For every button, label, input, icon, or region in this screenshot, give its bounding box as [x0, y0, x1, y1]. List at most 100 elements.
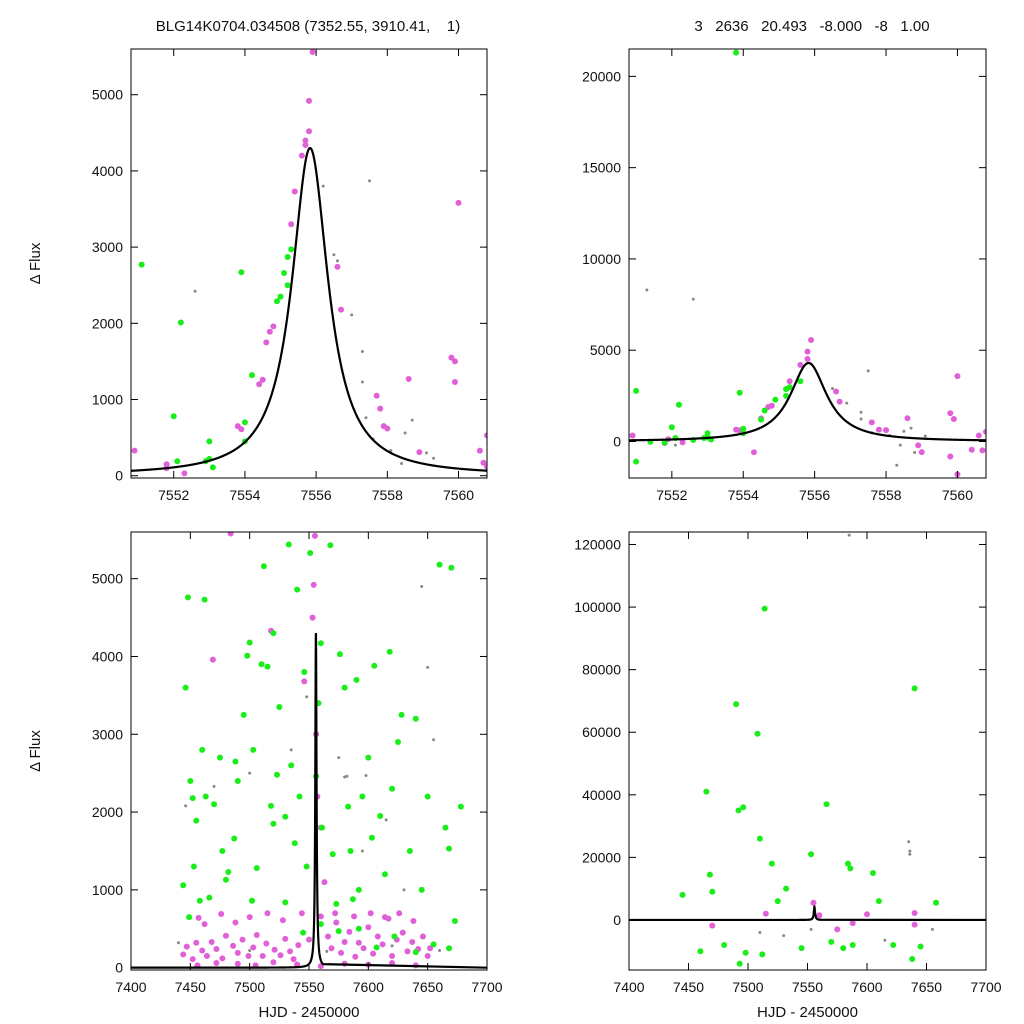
- data-point-magenta: [849, 920, 856, 927]
- data-point-green: [241, 419, 248, 426]
- y-tick-label: 0: [115, 468, 123, 484]
- x-tick-label: 7700: [970, 979, 1001, 995]
- data-point-green: [783, 885, 790, 892]
- data-point-green: [740, 425, 747, 432]
- data-point-gray: [424, 451, 428, 455]
- header-left: BLG14K0704.034508 (7352.55, 3910.41, 1): [156, 18, 460, 35]
- data-point-green: [333, 900, 340, 907]
- data-point-green: [808, 851, 815, 858]
- panel-bottom-right: 7400 7450 7500 7550 7600 7650 7700 0 20000 40000 6…: [574, 531, 1002, 1021]
- data-point-green: [386, 648, 393, 655]
- data-point-gray: [859, 417, 863, 421]
- data-point-magenta: [448, 354, 455, 361]
- data-point-gray: [325, 949, 329, 953]
- y-tick-label: 120000: [574, 537, 621, 553]
- data-point-magenta: [238, 426, 245, 433]
- data-point-gray: [305, 695, 309, 699]
- panel-bottom-left: 7400 7450 7500 7550 7600 7650 7700 0 1000 2000 300…: [27, 531, 503, 1021]
- data-point-magenta: [868, 419, 875, 426]
- data-point-green: [736, 389, 743, 396]
- data-point-gray: [691, 297, 695, 301]
- data-point-magenta: [968, 446, 975, 453]
- data-point-green: [282, 813, 289, 820]
- data-point-gray: [902, 429, 906, 433]
- data-point-green: [219, 847, 226, 854]
- data-point-green: [319, 824, 326, 831]
- data-point-green: [209, 464, 216, 471]
- data-point-gray: [432, 738, 436, 742]
- data-point-green: [381, 871, 388, 878]
- data-point-magenta: [419, 933, 426, 940]
- data-point-green: [786, 384, 793, 391]
- x-tick-label: 7650: [911, 979, 942, 995]
- data-point-magenta: [163, 461, 170, 468]
- data-point-green: [288, 246, 295, 253]
- data-point-green: [754, 730, 761, 737]
- data-point-magenta: [334, 263, 341, 270]
- data-point-gray: [908, 852, 912, 856]
- data-point-green: [633, 387, 640, 394]
- data-point-green: [823, 801, 830, 808]
- data-point-green: [234, 777, 241, 784]
- data-point-green: [395, 739, 401, 746]
- data-point-magenta: [804, 348, 811, 355]
- data-point-magenta: [455, 199, 462, 206]
- data-point-green: [258, 661, 265, 668]
- data-point-magenta: [306, 128, 312, 135]
- data-point-green: [756, 835, 763, 842]
- data-point-magenta: [309, 49, 316, 56]
- data-point-magenta: [360, 945, 367, 952]
- data-point-magenta: [797, 361, 804, 368]
- data-point-magenta: [381, 914, 388, 921]
- data-point-green: [225, 868, 232, 875]
- data-point-magenta: [306, 936, 312, 943]
- data-point-magenta: [213, 945, 220, 952]
- data-point-green: [184, 594, 191, 601]
- data-point-green: [288, 762, 295, 769]
- data-point-green: [844, 860, 851, 867]
- data-point-magenta: [410, 917, 417, 924]
- data-point-magenta: [911, 921, 918, 928]
- data-point-green: [740, 804, 747, 811]
- data-point-magenta: [875, 426, 882, 433]
- plot-area: [629, 533, 986, 967]
- data-point-magenta: [332, 910, 339, 917]
- data-point-green: [264, 663, 271, 670]
- data-point-magenta: [246, 914, 253, 921]
- data-point-gray: [895, 463, 899, 467]
- data-point-magenta: [480, 459, 487, 466]
- y-tick-label: 3000: [92, 726, 123, 742]
- data-point-green: [270, 820, 277, 827]
- data-point-magenta: [377, 405, 384, 412]
- data-point-green: [296, 793, 303, 800]
- data-point-magenta: [629, 432, 636, 439]
- data-point-magenta: [208, 938, 215, 945]
- y-tick-label: 10000: [582, 251, 621, 267]
- data-point-green: [202, 793, 209, 800]
- data-point-green: [709, 888, 716, 895]
- data-point-magenta: [189, 956, 196, 963]
- data-point-gray: [403, 431, 407, 435]
- model-curve: [131, 146, 487, 472]
- data-point-green: [327, 542, 334, 549]
- data-point-magenta: [213, 960, 220, 966]
- data-point-magenta: [954, 373, 961, 380]
- data-point-magenta: [264, 910, 271, 917]
- data-point-green: [231, 835, 238, 842]
- data-point-magenta: [409, 938, 416, 945]
- data-point-green: [840, 945, 847, 952]
- data-point-magenta: [679, 439, 686, 446]
- data-point-green: [742, 949, 749, 956]
- x-tick-label: 7600: [353, 979, 384, 995]
- data-point-green: [270, 630, 277, 637]
- data-point-green: [303, 863, 310, 870]
- data-point-magenta: [915, 442, 922, 449]
- data-point-magenta: [709, 922, 716, 929]
- data-point-green: [246, 639, 253, 646]
- data-point-magenta: [309, 614, 316, 621]
- data-point-magenta: [365, 924, 372, 931]
- data-point-magenta: [195, 914, 202, 921]
- data-point-magenta: [379, 941, 386, 948]
- data-point-green: [430, 941, 437, 948]
- data-point-magenta: [311, 532, 318, 539]
